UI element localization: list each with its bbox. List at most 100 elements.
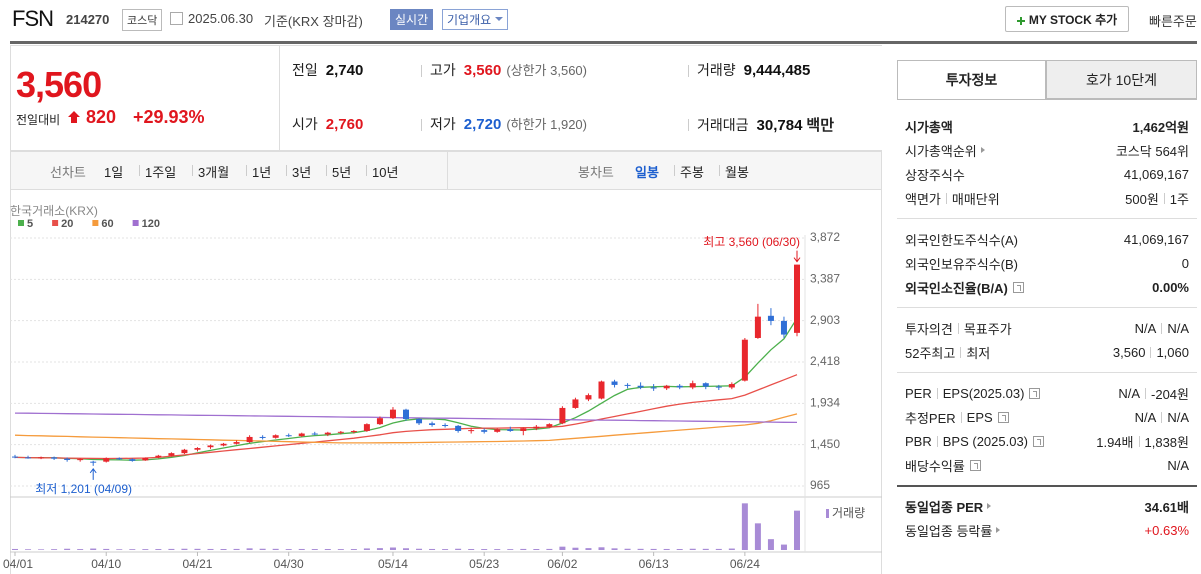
period-tab[interactable]: 5년	[332, 165, 352, 180]
period-tab[interactable]: 3년	[292, 165, 312, 180]
volume-bar	[389, 547, 396, 550]
volume-bar	[624, 548, 631, 550]
candle-tab[interactable]: 주봉	[680, 165, 704, 180]
line-chart-label: 선차트	[50, 165, 86, 180]
candle-tab[interactable]: 일봉	[635, 165, 659, 180]
value-text: N/A	[1167, 457, 1189, 473]
info-row: 동일업종 등락률 +0.63%	[897, 518, 1197, 542]
divider	[447, 151, 448, 190]
chart: 한국거래소(KRX)5 20 60 120 3,872 3,387 2,903 2,418 1,…	[3, 204, 882, 571]
candle-body	[481, 430, 488, 432]
stock-name: FSN	[12, 6, 54, 31]
candle-body	[181, 449, 188, 454]
candle-body	[207, 445, 214, 448]
candle-tab[interactable]: 월봉	[725, 165, 749, 180]
volume-bar	[663, 548, 670, 550]
info-tab[interactable]: 호가 10단계	[1046, 60, 1197, 99]
mystock-button[interactable]: MY STOCK 추가	[1005, 6, 1129, 32]
volume-bar	[129, 549, 136, 550]
volume-bar	[51, 549, 58, 550]
quote-note: (하한가 1,920)	[506, 117, 587, 132]
info-value: N/A N/A	[1135, 321, 1189, 336]
candle-body	[702, 383, 709, 387]
candle-body	[780, 320, 787, 335]
info-row: 상장주식수 41,069,167	[897, 162, 1197, 186]
y-tick-label: 1,450	[810, 437, 840, 451]
info-value: 1.94배 1,838원	[1096, 432, 1189, 451]
info-row: 52주최고 최저 3,560 1,060	[897, 340, 1197, 364]
candle-body	[598, 381, 605, 399]
volume-bar	[155, 549, 162, 550]
arrow-icon	[987, 503, 992, 509]
help-icon[interactable]	[1012, 281, 1024, 293]
volume-bar	[559, 546, 566, 550]
separator	[945, 192, 947, 204]
info-row: 외국인보유주식수(B) 0	[897, 251, 1197, 275]
info-label: 동일업종 PER	[905, 497, 992, 516]
help-icon[interactable]	[969, 459, 981, 471]
candle-body	[116, 458, 123, 460]
volume-bar	[754, 523, 761, 550]
candle-body	[520, 428, 527, 431]
candle-body	[77, 459, 84, 461]
period-tab[interactable]: 1주일	[145, 165, 177, 180]
volume-bar	[416, 548, 423, 550]
value-text: 34.61배	[1144, 499, 1190, 515]
volume-bar	[767, 539, 774, 550]
volume-bar	[728, 548, 735, 550]
value-text: 1,838원	[1144, 434, 1190, 450]
help-icon[interactable]	[997, 411, 1009, 423]
plus-icon	[1016, 17, 1025, 25]
separator	[1150, 346, 1152, 358]
quote-item: 전일 2,740	[292, 60, 363, 80]
info-value: 코스닥 564위	[1116, 141, 1189, 160]
info-label: 52주최고 최저	[905, 343, 990, 362]
period-tab[interactable]: 1년	[252, 165, 272, 180]
volume-bar	[259, 548, 266, 550]
candle-body	[663, 385, 670, 389]
info-value: 3,560 1,060	[1113, 345, 1189, 360]
quote-unit: 백만	[806, 117, 835, 134]
info-value: N/A -204원	[1118, 384, 1189, 403]
volume-bar	[572, 547, 579, 550]
label-text: 매매단위	[951, 191, 1000, 207]
change-label: 전일대비	[16, 113, 61, 127]
candle-body	[715, 386, 722, 388]
help-icon[interactable]	[1029, 387, 1041, 399]
candle-body	[767, 315, 774, 321]
candle-body	[246, 436, 253, 443]
value-text: N/A	[1118, 385, 1141, 401]
separator	[1138, 435, 1140, 447]
volume-bar	[702, 548, 709, 550]
help-icon[interactable]	[1033, 435, 1045, 447]
period-tab[interactable]: 3개월	[198, 165, 230, 180]
period-tab[interactable]: 10년	[372, 165, 399, 180]
volume-bar	[246, 548, 253, 550]
value-text: 1,462억원	[1132, 119, 1189, 135]
candle-body	[741, 339, 748, 381]
label-text: 상장주식수	[905, 167, 965, 183]
quote-box	[280, 45, 882, 151]
value-text: 코스닥 564위	[1115, 143, 1189, 159]
volume-bar	[194, 548, 201, 550]
candle-body	[455, 425, 462, 431]
quote-value: 9,444,485	[743, 62, 811, 79]
realtime-badge[interactable]: 실시간	[390, 9, 434, 30]
volume-bar	[142, 549, 149, 550]
period-tab[interactable]: 1일	[104, 165, 124, 180]
info-label: 투자의견 목표주가	[905, 319, 1012, 338]
info-value: 0.00%	[1152, 280, 1189, 295]
x-tick-label: 04/21	[182, 557, 212, 571]
overview-button[interactable]: 기업개요	[442, 9, 509, 30]
separator	[957, 322, 959, 334]
current-price: 3,560	[16, 64, 102, 105]
separator	[1163, 192, 1165, 204]
volume-bar	[272, 548, 279, 550]
info-tab[interactable]: 투자정보	[897, 60, 1046, 99]
x-tick-label: 05/23	[469, 557, 499, 571]
info-value: 41,069,167	[1124, 167, 1189, 182]
volume-bar	[168, 548, 175, 550]
volume-bar	[442, 549, 449, 550]
volume-bar	[689, 548, 696, 550]
quick-order[interactable]: 빠른주문	[1149, 14, 1197, 29]
